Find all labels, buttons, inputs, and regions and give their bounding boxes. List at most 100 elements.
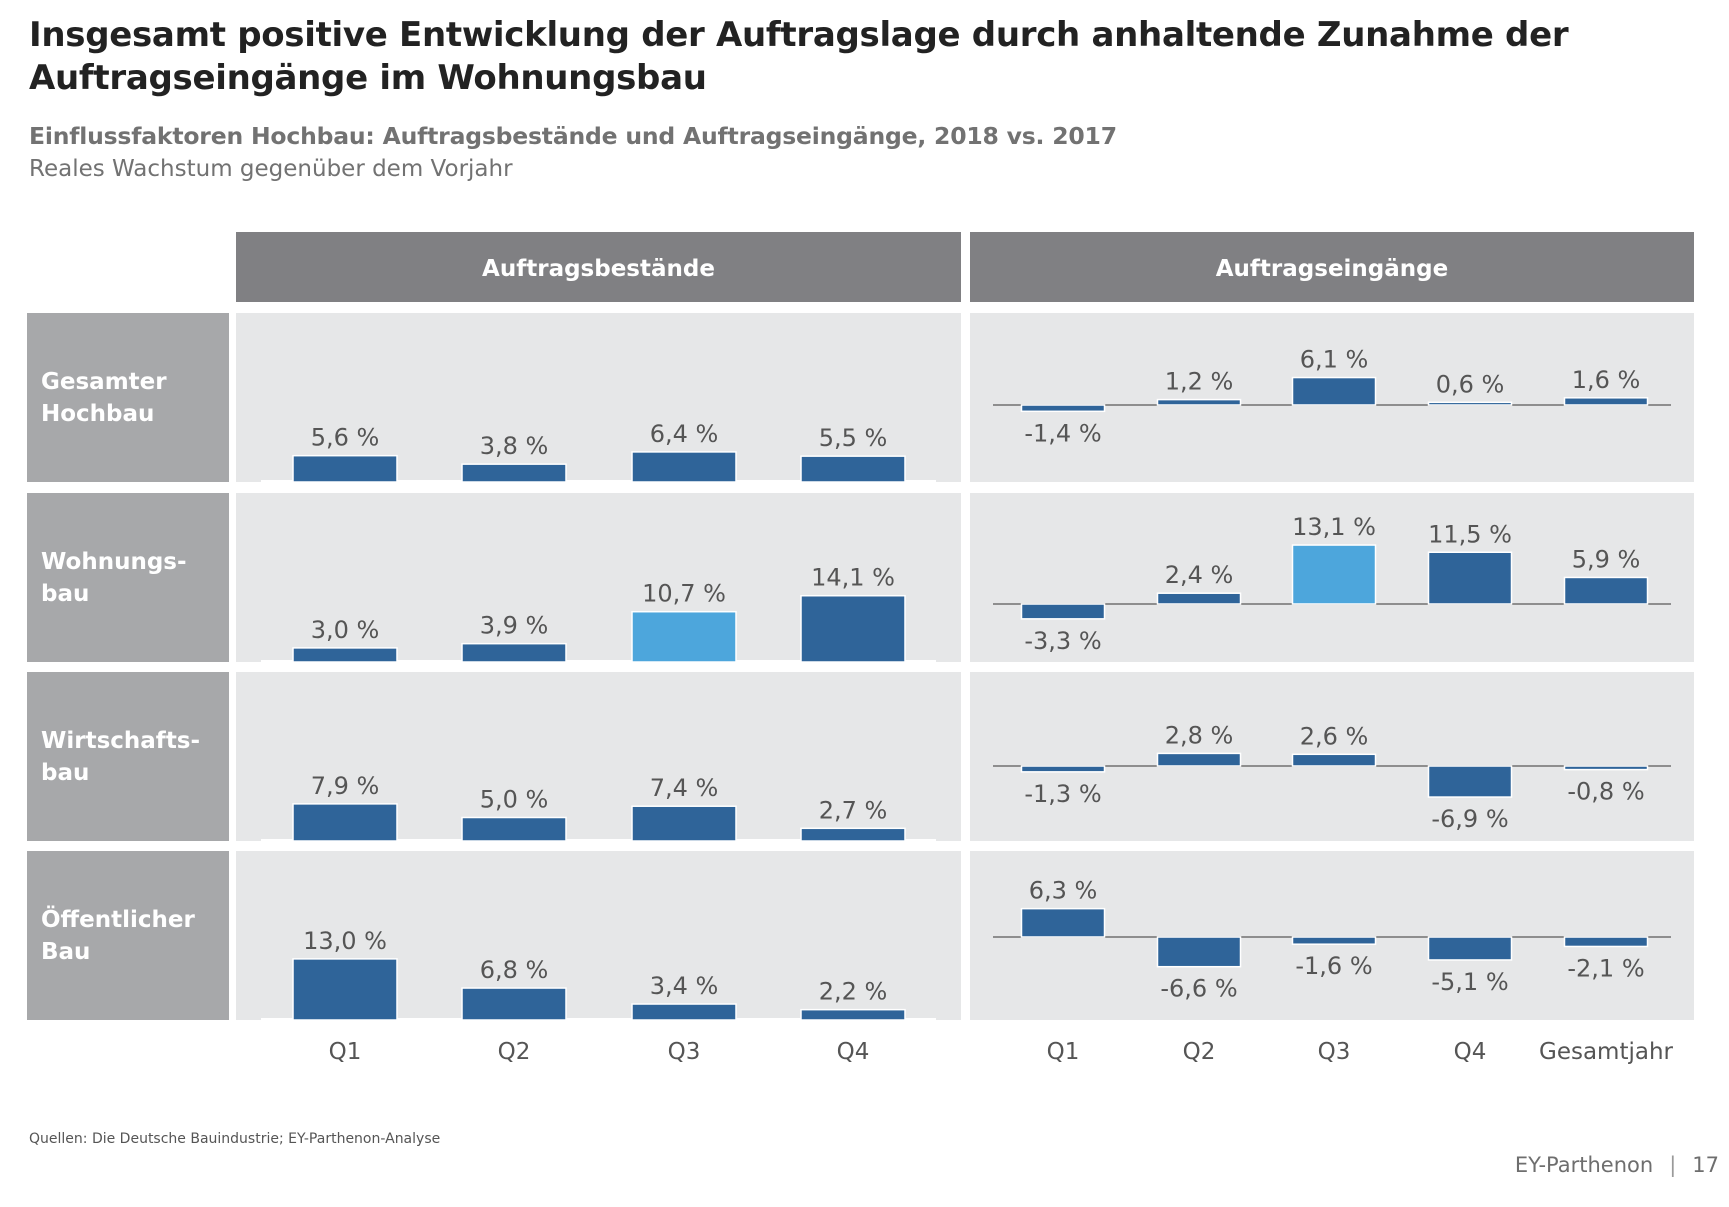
value-label: -5,1 % (1431, 968, 1508, 996)
bar (1427, 401, 1513, 406)
value-label: -6,9 % (1431, 805, 1508, 833)
x-tick-label: Q4 (837, 1039, 870, 1065)
footer-separator: | (1669, 1153, 1677, 1177)
bar (1427, 551, 1513, 605)
bar (631, 451, 737, 483)
bar (461, 987, 567, 1021)
x-tick-label: Q1 (1047, 1039, 1080, 1065)
value-label: 6,3 % (1029, 877, 1098, 905)
bar (1156, 752, 1242, 767)
value-label: 3,9 % (480, 612, 549, 640)
row-label-text: Wohnungs- (41, 549, 187, 575)
bar (1563, 576, 1649, 605)
footer-brand: EY-Parthenon (1514, 1153, 1654, 1177)
bar (1156, 592, 1242, 605)
value-label: 7,4 % (650, 774, 719, 802)
panel-header-auftragsbestaende (236, 232, 961, 302)
value-label: 6,8 % (480, 956, 549, 984)
x-tick-label: Q4 (1454, 1039, 1487, 1065)
bar (631, 1003, 737, 1021)
value-label: 14,1 % (811, 564, 895, 592)
value-label: 3,8 % (480, 432, 549, 460)
panel-header-label: Auftragsbestände (482, 256, 715, 282)
value-label: 1,2 % (1165, 368, 1234, 396)
value-label: 2,7 % (819, 796, 888, 824)
value-label: -1,3 % (1024, 780, 1101, 808)
value-label: 5,6 % (311, 424, 380, 452)
value-label: 13,0 % (303, 927, 387, 955)
row-label-text: Wirtschafts- (41, 728, 200, 754)
bar (1020, 765, 1106, 773)
page-title: Insgesamt positive Entwicklung der Auftr… (29, 15, 1569, 98)
source-note: Quellen: Die Deutsche Bauindustrie; EY-P… (29, 1131, 441, 1147)
value-label: -2,1 % (1567, 954, 1644, 982)
footer: EY-Parthenon | 17 (1515, 1153, 1719, 1177)
value-label: 0,6 % (1436, 370, 1505, 398)
value-label: 3,0 % (311, 616, 380, 644)
panel-header-label: Auftragseingänge (1216, 256, 1448, 282)
bar (1563, 397, 1649, 406)
bar (1291, 753, 1377, 767)
row-label-text: Hochbau (41, 401, 154, 427)
row-label-text: Öffentlicher (41, 905, 196, 933)
bar (631, 805, 737, 842)
value-label: 2,4 % (1165, 561, 1234, 589)
row-label-box (27, 313, 229, 482)
bar (292, 647, 398, 663)
bar (800, 594, 906, 663)
row-label-text: Gesamter (41, 369, 167, 395)
value-label: -0,8 % (1567, 778, 1644, 806)
bar (1563, 765, 1649, 771)
row-label-box (27, 672, 229, 841)
value-label: 5,9 % (1572, 545, 1641, 573)
row-label-text: Bau (41, 939, 90, 965)
bar (631, 610, 737, 663)
page-number: 17 (1692, 1153, 1719, 1177)
bar (800, 827, 906, 842)
bar (292, 454, 398, 483)
x-tick-label: Q1 (329, 1039, 362, 1065)
x-tick-label: Q3 (1318, 1039, 1351, 1065)
bar (1563, 936, 1649, 948)
panel-header-auftragseingaenge (970, 232, 1694, 302)
value-label: -1,4 % (1024, 419, 1101, 447)
row-label-text: bau (41, 581, 89, 607)
value-label: 1,6 % (1572, 366, 1641, 394)
bar (1156, 398, 1242, 406)
value-label: 7,9 % (311, 772, 380, 800)
bar (1291, 544, 1377, 605)
value-label: 2,6 % (1300, 722, 1369, 750)
value-label: 6,4 % (650, 420, 719, 448)
row-label-box (27, 493, 229, 662)
bar (292, 803, 398, 842)
value-label: 5,0 % (480, 786, 549, 814)
row-label-box (27, 851, 229, 1020)
value-label: 11,5 % (1428, 520, 1512, 548)
bar (1020, 404, 1106, 413)
chart-panel (236, 313, 961, 482)
bar (1020, 603, 1106, 620)
chart-subtitle: Einflussfaktoren Hochbau: Auftragsbestän… (29, 122, 1117, 150)
value-label: 10,7 % (642, 580, 726, 608)
bar (1427, 936, 1513, 961)
bar (800, 455, 906, 483)
value-label: -6,6 % (1160, 975, 1237, 1003)
bar (292, 958, 398, 1021)
bar (1291, 936, 1377, 945)
bar (1020, 907, 1106, 938)
value-label: 3,4 % (650, 972, 719, 1000)
x-tick-label: Q3 (668, 1039, 701, 1065)
bar (1156, 936, 1242, 968)
value-label: -3,3 % (1024, 627, 1101, 655)
bar (800, 1008, 906, 1021)
value-label: 2,8 % (1165, 721, 1234, 749)
bar (461, 642, 567, 663)
x-tick-label: Gesamtjahr (1539, 1039, 1674, 1065)
bar (461, 816, 567, 842)
bar (461, 463, 567, 483)
value-label: 2,2 % (819, 978, 888, 1006)
value-label: 5,5 % (819, 424, 888, 452)
value-label: 13,1 % (1292, 513, 1376, 541)
value-label: -1,6 % (1295, 952, 1372, 980)
